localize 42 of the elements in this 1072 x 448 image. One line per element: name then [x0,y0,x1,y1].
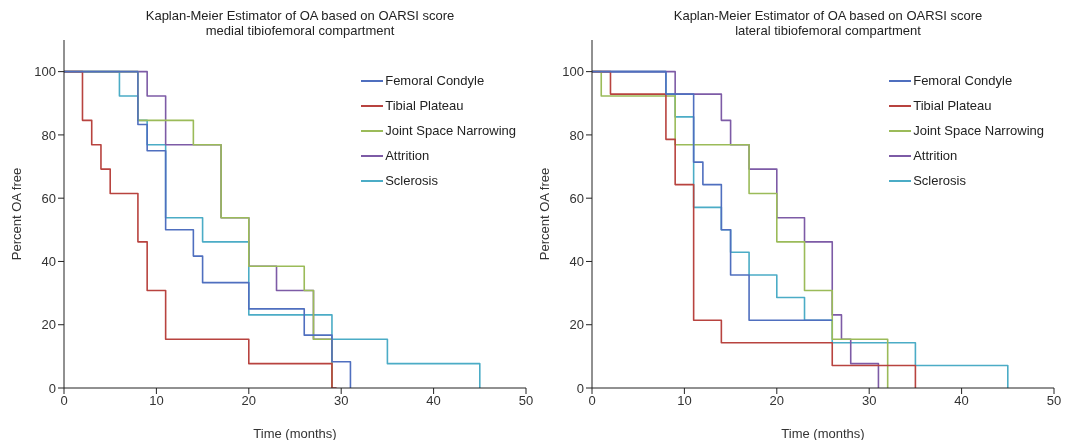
legend-label: Attrition [913,147,958,165]
y-tick-label: 60 [41,190,56,206]
legend-label: Tibial Plateau [913,97,992,115]
chart-title: Kaplan-Meier Estimator of OA based on OARSI score [144,8,456,23]
x-tick-label: 10 [677,393,692,409]
y-tick-label: 80 [41,127,56,143]
legend-label: Joint Space Narrowing [385,122,516,140]
y-axis-title: Percent OA free [536,167,552,261]
x-tick-label: 0 [60,393,68,409]
x-tick-label: 20 [241,393,257,409]
legend-label: Sclerosis [385,172,438,190]
chart-subtitle: lateral tibiofemoral compartment [734,23,922,38]
legend-label: Joint Space Narrowing [913,122,1044,140]
legend-label: Tibial Plateau [385,97,464,115]
x-tick-label: 40 [954,393,969,409]
legend-label: Femoral Condyle [385,72,485,90]
y-tick-label: 40 [41,254,56,270]
x-tick-label: 50 [1046,393,1062,409]
x-tick-label: 10 [149,393,164,409]
x-axis-title: Time (months) [781,426,865,441]
y-tick-label: 100 [34,64,56,80]
y-tick-label: 0 [576,380,584,396]
y-tick-label: 20 [41,317,56,333]
legend-label: Attrition [385,147,430,165]
y-tick-label: 20 [569,317,584,333]
x-tick-label: 30 [333,393,349,409]
y-tick-label: 0 [48,380,56,396]
y-tick-label: 80 [569,127,584,143]
x-tick-label: 0 [588,393,596,409]
x-tick-label: 50 [518,393,534,409]
legend-label: Femoral Condyle [913,72,1013,90]
legend-label: Sclerosis [913,172,966,190]
chart-title: Kaplan-Meier Estimator of OA based on OARSI score [672,8,984,23]
chart-subtitle: medial tibiofemoral compartment [204,23,396,38]
x-tick-label: 20 [769,393,785,409]
y-axis-title: Percent OA free [8,167,24,261]
x-axis-title: Time (months) [253,426,337,441]
y-tick-label: 60 [569,190,584,206]
x-tick-label: 40 [426,393,441,409]
y-tick-label: 40 [569,254,584,270]
x-tick-label: 30 [861,393,877,409]
y-tick-label: 100 [562,64,584,80]
